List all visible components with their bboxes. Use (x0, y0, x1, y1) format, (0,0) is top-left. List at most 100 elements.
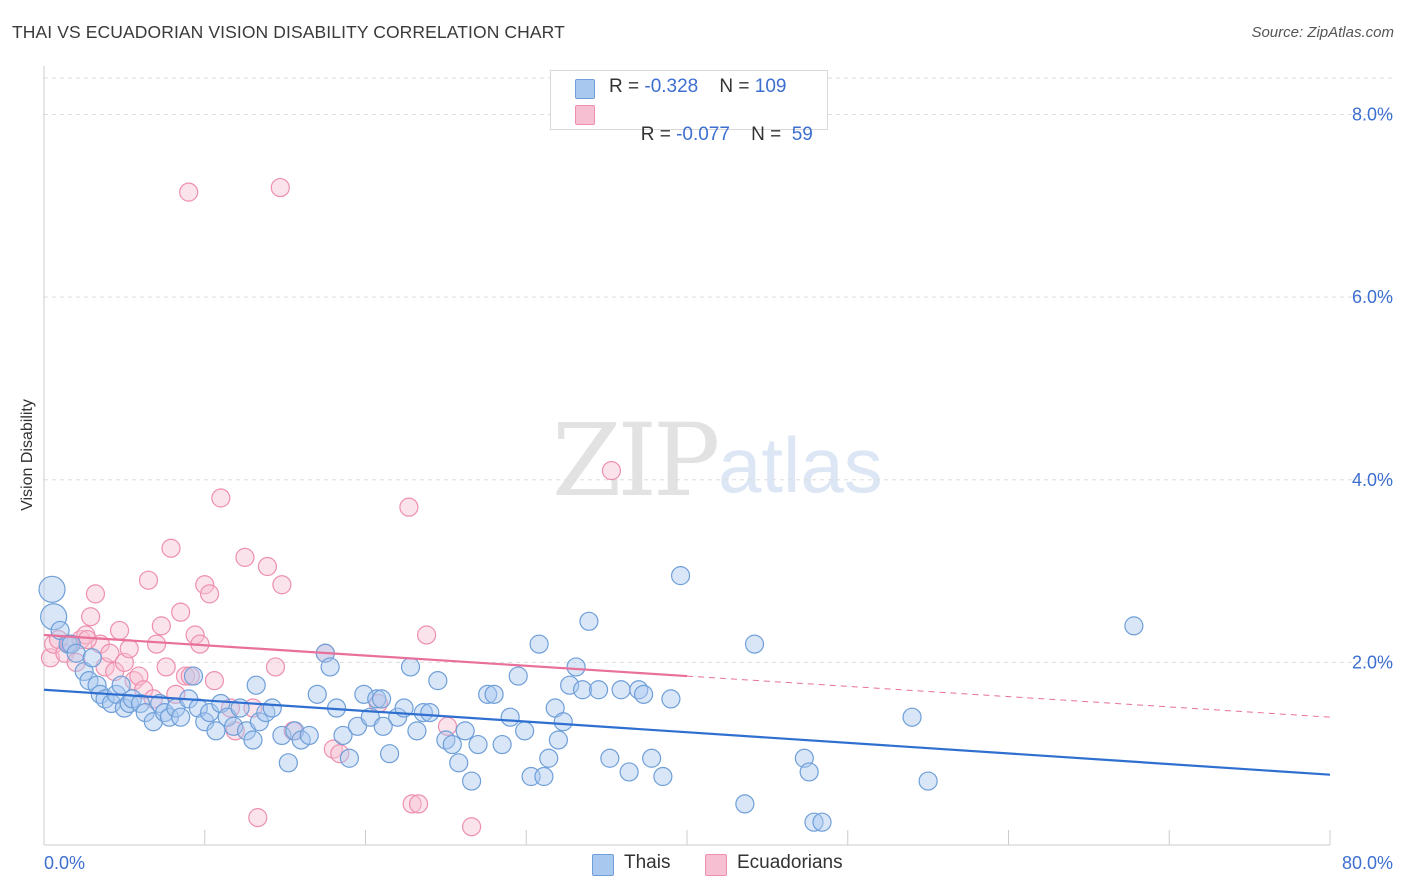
thai-point (272, 725, 292, 746)
thai-point (354, 684, 374, 704)
y-tick-label: 2.0% (1352, 652, 1393, 672)
y-tick-label: 6.0% (1352, 287, 1393, 307)
thai-point (373, 716, 393, 736)
thai-point (735, 794, 755, 814)
thai-point (442, 734, 462, 755)
legend-r-value: -0.328 (644, 76, 699, 97)
y-tick-label: 4.0% (1352, 470, 1393, 490)
thai-point (262, 698, 282, 718)
thai-point (744, 634, 765, 654)
thai-point (61, 634, 81, 654)
ecuadorian-point (408, 794, 429, 814)
ecuadorian-point (257, 556, 278, 577)
thai-point (484, 684, 504, 704)
ecuadorian-point (175, 666, 196, 686)
thai-point (413, 703, 433, 723)
thai-point (380, 744, 400, 764)
ecuadorian-point (161, 538, 181, 558)
thai-point (468, 734, 488, 755)
thais-legend-label: Thais (624, 852, 671, 873)
ecuadorian-point (248, 808, 268, 828)
ecuadorian-point (85, 584, 106, 604)
thai-point (661, 689, 681, 709)
ecuadorian-point (156, 657, 176, 677)
ecuadorian-point (151, 616, 171, 636)
ecuadorian-point (235, 547, 255, 567)
thai-point (500, 707, 520, 727)
ecuadorian-point (179, 182, 199, 202)
thai-point (566, 657, 586, 677)
thai-point (642, 748, 662, 768)
thai-trend-line (43, 688, 1331, 776)
thai-point (579, 611, 599, 631)
ecuadorian-trend-line (43, 633, 688, 678)
thai-point (653, 766, 673, 787)
watermark-zip: ZIP (552, 402, 720, 519)
source-credit: Source: ZipAtlas.com (1251, 24, 1394, 41)
ecuadorian-point (402, 794, 422, 814)
thai-point (339, 748, 360, 768)
thai-point (799, 762, 819, 782)
legend-n-label: N = (751, 124, 787, 145)
ecuadorian-point (109, 620, 130, 641)
ecuadorians-legend-label: Ecuadorians (737, 852, 843, 873)
thai-point (307, 684, 327, 704)
thai-point (560, 675, 580, 695)
thai-point (420, 703, 440, 723)
thai-point (478, 684, 498, 704)
ecuadorian-point (138, 570, 159, 590)
thai-point (428, 671, 448, 691)
chart-title: THAI VS ECUADORIAN VISION DISABILITY COR… (12, 22, 565, 42)
thai-point (183, 666, 204, 686)
thai-point (611, 680, 631, 700)
legend-r-label: R = (609, 76, 645, 97)
legend-n-value: 109 (754, 76, 787, 97)
legend-n-label: N = (719, 76, 755, 97)
thai-point (461, 771, 482, 791)
thai-point (407, 721, 427, 741)
thai-point (572, 680, 593, 700)
thai-point (619, 762, 639, 782)
thai-point (40, 603, 68, 631)
thai-point (633, 684, 654, 704)
thai-point (243, 730, 263, 750)
thai-point (367, 689, 387, 709)
ecuadorians-swatch (575, 105, 595, 125)
ecuadorian-point (270, 177, 290, 198)
thai-point (299, 725, 319, 746)
ecuadorian-point (119, 639, 139, 659)
thai-point (38, 575, 66, 603)
thai-point (670, 566, 691, 586)
ecuadorian-point (204, 671, 224, 691)
thai-point (1124, 616, 1144, 636)
thai-point (371, 689, 392, 709)
thais-legend-swatch (592, 854, 614, 876)
ecuadorian-point (416, 625, 437, 645)
thai-point (600, 748, 620, 768)
ecuadorian-point (81, 607, 101, 627)
thai-point (812, 812, 832, 832)
thai-point (400, 657, 421, 677)
thai-point (539, 748, 559, 768)
legend-n-value: 59 (786, 124, 813, 145)
ecuadorian-point (171, 602, 191, 622)
thai-point (206, 721, 226, 741)
thai-point (548, 730, 569, 750)
ecuadorians-legend-swatch (705, 854, 727, 876)
legend-r-value: -0.077 (676, 124, 730, 145)
ecuadorian-point (146, 634, 167, 654)
ecuadorian-point (272, 575, 292, 595)
thai-point (508, 666, 528, 686)
thai-point (278, 753, 298, 773)
thai-point (918, 771, 938, 791)
correlation-legend: R = -0.328 N = 109 R = -0.077 N = 59 (550, 70, 828, 145)
thai-point (902, 707, 922, 727)
y-tick-label: 8.0% (1352, 105, 1393, 125)
thai-point (320, 657, 340, 677)
thai-point (804, 812, 824, 832)
thai-point (66, 643, 86, 663)
ecuadorian-point (330, 744, 350, 764)
x-tick-label-right: 80.0% (1342, 853, 1393, 873)
thai-point (588, 680, 609, 700)
ecuadorian-point (199, 584, 220, 604)
